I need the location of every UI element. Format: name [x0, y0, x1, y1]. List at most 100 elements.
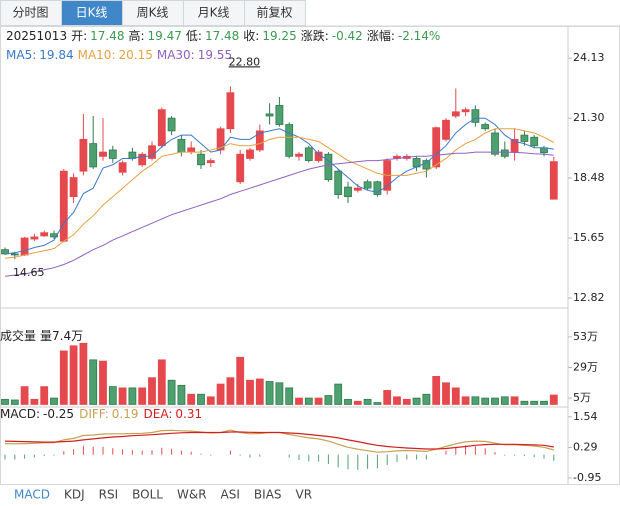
volume-bar: [20, 386, 29, 405]
y-tick-label: 5万: [573, 391, 591, 404]
candle-body: [324, 153, 333, 181]
candle-body: [481, 124, 490, 130]
indicator-tab[interactable]: BOLL: [132, 488, 163, 502]
volume-bar: [304, 397, 313, 405]
volume-bar: [255, 378, 264, 405]
volume-bar: [69, 345, 78, 405]
quote-value: 17.48: [90, 29, 124, 43]
indicator-tab[interactable]: ASI: [221, 488, 240, 502]
volume-bar: [59, 350, 68, 405]
legend-value: 0.19: [112, 407, 139, 421]
volume-bar: [167, 379, 176, 405]
legend-value: 19.55: [198, 48, 232, 62]
tab[interactable]: [0, 0, 62, 26]
volume-bar: [10, 399, 19, 405]
volume-bar: [187, 393, 196, 405]
ma-line: [4, 128, 555, 259]
legend-name: MA30:: [157, 48, 195, 62]
volume-header: 成交量 量7.4万: [0, 328, 83, 343]
indicator-tab[interactable]: W&R: [177, 488, 207, 502]
volume-bar: [373, 402, 382, 405]
volume-bar: [383, 390, 392, 405]
legend-value: -0.25: [43, 407, 74, 421]
y-tick-label: 53万: [573, 330, 598, 343]
indicator-tab[interactable]: BIAS: [254, 488, 282, 502]
candle-body: [30, 236, 39, 240]
candle-body: [549, 161, 558, 200]
legend-value: 20.15: [118, 48, 152, 62]
y-tick-label: 0.29: [573, 441, 598, 454]
volume-bar: [363, 398, 372, 405]
tab-label: 月K线: [198, 6, 230, 20]
candle-body: [148, 145, 156, 159]
quote-label: 开:: [71, 29, 87, 43]
volume-bar: [500, 396, 509, 405]
volume-bar: [461, 396, 470, 405]
volume-bar: [177, 384, 186, 405]
volume-bar: [226, 377, 235, 405]
indicator-tab[interactable]: MACD: [14, 488, 50, 502]
ma-legend: MA5: 19.84 MA10: 20.15 MA30: 19.55: [6, 48, 232, 62]
volume-label: 量7.4万: [40, 329, 83, 343]
tab[interactable]: [244, 0, 306, 26]
candle-body: [304, 147, 313, 161]
tab-label: 日K线: [76, 6, 108, 20]
candle-body: [451, 111, 460, 117]
candle-body: [167, 117, 176, 132]
volume-bar: [451, 387, 460, 405]
quote-value: 19.25: [262, 29, 296, 43]
candle-body: [236, 153, 245, 183]
volume-bar: [265, 381, 274, 405]
volume-bar: [353, 400, 362, 405]
candle-body: [295, 153, 303, 157]
quote-value: -2.14%: [398, 29, 440, 43]
candle-body: [59, 170, 68, 242]
candle-body: [491, 132, 499, 155]
quote-info: 20251013 开: 17.48 高: 19.47 低: 17.48 收: 19.25 涨跌: -…: [6, 28, 440, 43]
quote-value: -0.42: [332, 29, 363, 43]
volume-bar: [1, 398, 9, 405]
volume-bar: [148, 377, 156, 405]
volume-bar: [422, 393, 431, 405]
candle-body: [197, 153, 205, 166]
volume-bar: [275, 382, 284, 405]
volume-bar: [206, 396, 215, 405]
indicator-tab[interactable]: VR: [296, 488, 313, 502]
volume-bar: [549, 394, 558, 405]
y-tick-label: -0.95: [573, 471, 601, 484]
candle-body: [79, 138, 88, 172]
indicator-tab[interactable]: RSI: [99, 488, 119, 502]
candle-body: [246, 149, 254, 159]
tab[interactable]: [61, 0, 123, 26]
volume-bar: [246, 379, 254, 405]
candle-body: [40, 232, 49, 237]
volume-bar: [520, 400, 529, 405]
volume-bar: [324, 395, 333, 405]
volume-bar: [334, 383, 343, 405]
volume-bar: [285, 387, 294, 405]
candle-body: [334, 170, 343, 195]
indicator-tab[interactable]: KDJ: [64, 488, 85, 502]
candle-body: [226, 92, 235, 130]
volume-bar: [432, 376, 441, 405]
y-tick-label: 18.48: [573, 171, 605, 184]
candle-body: [530, 136, 539, 147]
ma-line: [4, 151, 554, 277]
y-tick-label: 21.30: [573, 111, 605, 124]
candle-body: [50, 233, 58, 238]
volume-bar: [40, 386, 49, 405]
candle-body: [363, 181, 372, 189]
candle-body: [275, 105, 284, 125]
volume-bar: [412, 397, 421, 405]
quote-label: 涨幅:: [367, 28, 395, 43]
candle-body: [285, 124, 294, 157]
volume-title: 成交量: [0, 328, 36, 343]
legend-value: 19.84: [39, 48, 73, 62]
legend-value: 0.31: [175, 407, 202, 421]
candle-body: [461, 109, 470, 113]
volume-bar: [128, 387, 137, 405]
legend-name: DIFF:: [79, 407, 109, 421]
volume-bar: [481, 397, 490, 405]
candle-body: [10, 253, 19, 256]
